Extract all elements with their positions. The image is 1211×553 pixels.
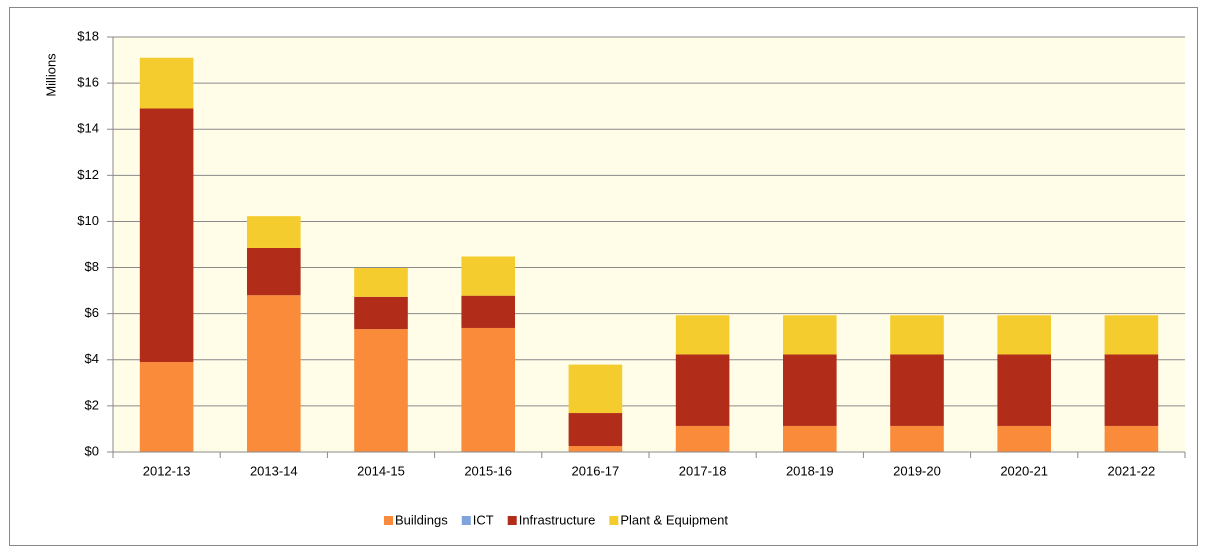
y-tick-label: $16: [77, 75, 99, 90]
x-tick-label: 2014-15: [357, 463, 405, 478]
bar-segment: [783, 425, 837, 452]
bar-segment: [890, 425, 944, 452]
bar-segment: [568, 364, 623, 414]
bar-segment: [461, 327, 515, 452]
legend-swatch: [609, 516, 619, 525]
bar-segment: [675, 354, 730, 426]
bar-segment: [354, 329, 408, 452]
x-tick-label: 2020-21: [1000, 463, 1048, 478]
x-tick-label: 2016-17: [572, 463, 620, 478]
bar-segment: [997, 425, 1051, 452]
legend-swatch: [384, 516, 393, 525]
bar-segment: [783, 315, 837, 355]
bar-segment: [139, 362, 194, 452]
y-axis-label: Millions: [43, 53, 58, 97]
bar-segment: [997, 354, 1051, 426]
x-tick-label: 2018-19: [786, 463, 834, 478]
bar-segment: [461, 256, 515, 296]
legend-swatch: [507, 516, 517, 525]
y-tick-label: $12: [77, 167, 99, 182]
bar-segment: [890, 354, 944, 426]
bar-segment: [247, 247, 301, 296]
x-tick-label: 2017-18: [679, 463, 727, 478]
y-tick-label: $8: [85, 259, 99, 274]
bar-segment: [139, 57, 194, 109]
legend-label: Plant & Equipment: [620, 512, 728, 527]
bar-segment: [461, 295, 515, 328]
legend-label: Infrastructure: [519, 512, 596, 527]
bar-segment: [675, 425, 730, 452]
bar-segment: [675, 315, 730, 355]
y-tick-label: $10: [77, 213, 99, 228]
bar-segment: [997, 315, 1051, 355]
bar-segment: [568, 446, 623, 452]
y-tick-label: $18: [77, 28, 99, 43]
bar-segment: [247, 295, 301, 452]
bar-segment: [783, 354, 837, 426]
bar-segment: [139, 108, 194, 363]
legend-label: Buildings: [395, 512, 448, 527]
x-tick-label: 2021-22: [1108, 463, 1156, 478]
x-tick-label: 2019-20: [893, 463, 941, 478]
y-tick-label: $2: [85, 397, 99, 412]
x-tick-label: 2013-14: [250, 463, 298, 478]
bar-segment: [568, 413, 623, 447]
x-tick-label: 2012-13: [143, 463, 191, 478]
bar-segment: [354, 296, 408, 330]
bar-segment: [247, 216, 301, 248]
y-tick-label: $4: [85, 351, 99, 366]
y-tick-label: $6: [85, 305, 99, 320]
y-tick-label: $14: [77, 121, 99, 136]
bar-segment: [1104, 354, 1159, 426]
y-tick-label: $0: [85, 443, 99, 458]
legend-swatch: [461, 516, 471, 525]
x-tick-label: 2015-16: [464, 463, 512, 478]
bar-segment: [354, 268, 408, 297]
legend-label: ICT: [473, 512, 494, 527]
bar-segment: [890, 315, 944, 355]
bar-segment: [1104, 315, 1159, 355]
bar-segment: [1104, 425, 1159, 452]
